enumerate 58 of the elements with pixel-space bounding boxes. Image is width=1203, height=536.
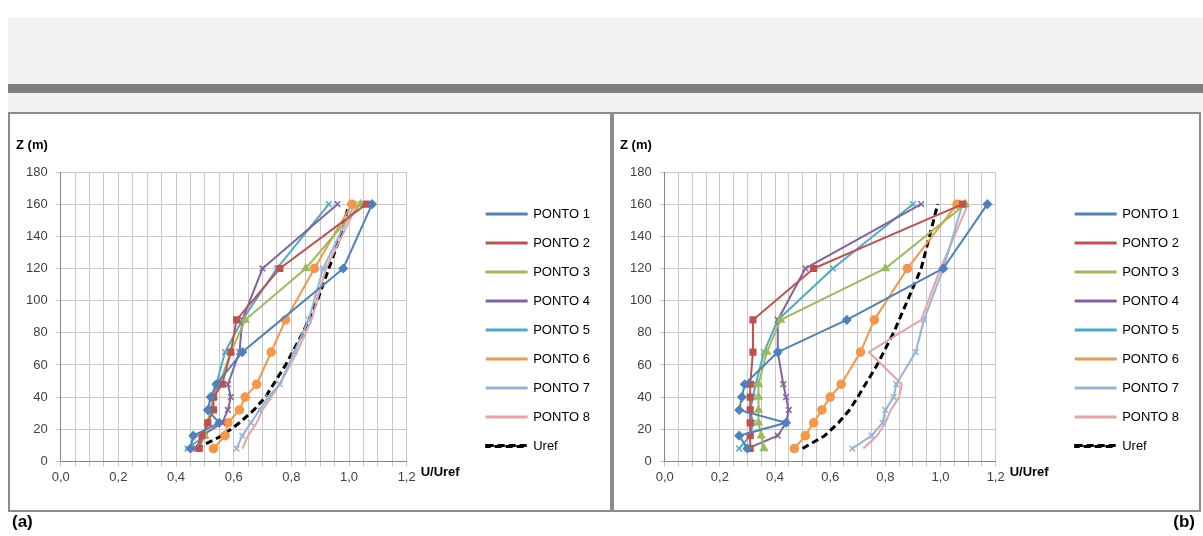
y-tick-label: 80 — [637, 324, 652, 340]
y-tick-label: 180 — [629, 163, 652, 179]
x-axis-title: U/Uref — [1009, 464, 1050, 480]
y-tick-label: 40 — [33, 388, 48, 404]
legend-label: PONTO 5 — [533, 321, 591, 337]
legend-label: PONTO 1 — [1122, 205, 1180, 221]
legend-label: Uref — [1122, 437, 1148, 453]
y-tick-label: 120 — [25, 260, 48, 276]
legend-label: PONTO 6 — [1122, 350, 1180, 366]
y-axis-title: Z (m) — [620, 137, 652, 153]
x-axis-title: U/Uref — [420, 464, 461, 480]
x-tick-label: 0,0 — [655, 468, 674, 484]
x-tick-label: 1,0 — [931, 468, 950, 484]
legend-label: PONTO 7 — [533, 379, 591, 395]
y-tick-label: 60 — [33, 356, 48, 372]
y-tick-label: 0 — [40, 452, 48, 468]
x-tick-label: 1,0 — [339, 468, 359, 484]
y-tick-label: 40 — [637, 388, 652, 404]
legend-label: PONTO 8 — [1122, 408, 1180, 424]
y-tick-label: 100 — [25, 292, 48, 308]
legend-label: PONTO 8 — [533, 408, 591, 424]
y-tick-label: 180 — [25, 163, 48, 179]
legend-label: PONTO 6 — [533, 350, 591, 366]
legend-label: PONTO 4 — [1122, 292, 1180, 308]
y-tick-label: 80 — [33, 324, 48, 340]
legend-label: PONTO 2 — [1122, 234, 1180, 250]
x-tick-label: 0,6 — [821, 468, 840, 484]
legend-label: PONTO 4 — [533, 292, 591, 308]
legend-label: PONTO 7 — [1122, 379, 1180, 395]
y-tick-label: 120 — [629, 260, 652, 276]
x-tick-label: 0,2 — [109, 468, 128, 484]
x-tick-label: 0,8 — [282, 468, 301, 484]
y-tick-label: 100 — [629, 292, 652, 308]
x-tick-label: 0,2 — [710, 468, 729, 484]
y-tick-label: 60 — [637, 356, 652, 372]
y-tick-label: 20 — [33, 420, 48, 436]
y-tick-label: 140 — [25, 227, 48, 243]
legend-label: PONTO 3 — [1122, 263, 1180, 279]
legend-label: PONTO 2 — [533, 234, 591, 250]
x-tick-label: 0,4 — [765, 468, 785, 484]
x-tick-label: 1,2 — [986, 468, 1005, 484]
legend-label: PONTO 3 — [533, 263, 591, 279]
x-tick-label: 0,0 — [51, 468, 70, 484]
y-axis-title: Z (m) — [16, 137, 48, 153]
y-tick-label: 160 — [25, 195, 48, 211]
x-tick-label: 0,6 — [224, 468, 243, 484]
legend-label: PONTO 5 — [1122, 321, 1180, 337]
legend-label: PONTO 1 — [533, 205, 591, 221]
y-tick-label: 140 — [629, 227, 652, 243]
x-tick-label: 0,4 — [166, 468, 186, 484]
x-tick-label: 0,8 — [876, 468, 895, 484]
y-tick-label: 0 — [644, 452, 652, 468]
y-tick-label: 160 — [629, 195, 652, 211]
text: (a) — [12, 512, 33, 532]
legend-label: Uref — [533, 437, 559, 453]
y-tick-label: 20 — [637, 420, 652, 436]
x-tick-label: 1,2 — [397, 468, 416, 484]
text: (b) — [1173, 512, 1195, 532]
